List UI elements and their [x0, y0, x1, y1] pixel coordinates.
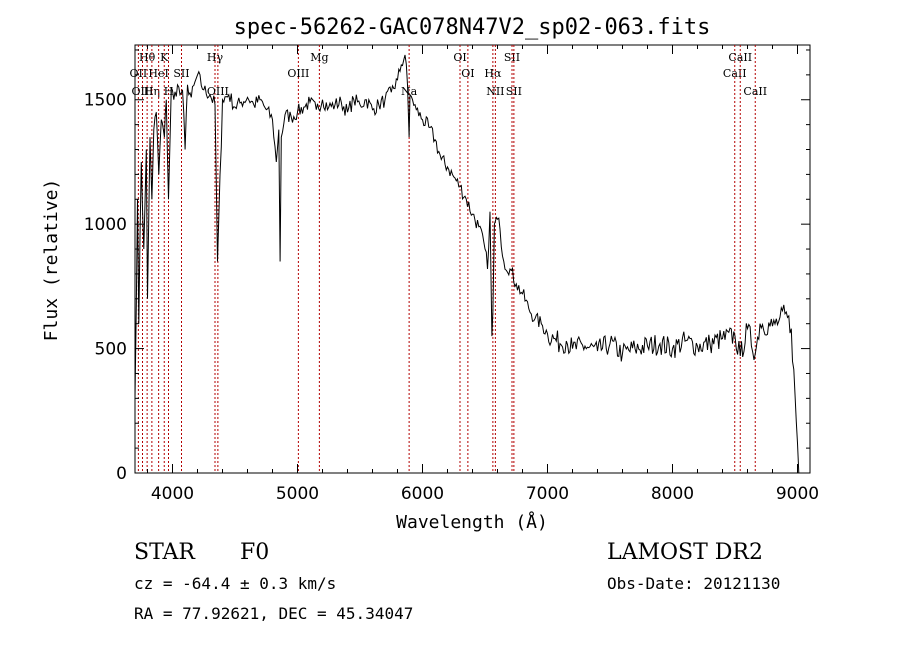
- y-tick-label: 0: [116, 464, 127, 484]
- line-label-15: Hα: [484, 67, 502, 80]
- line-label-21: CaII: [743, 85, 767, 98]
- x-axis-label: Wavelength (Å): [396, 511, 548, 533]
- observation-date: Obs-Date: 20121130: [607, 574, 781, 593]
- coordinates: RA = 77.92621, DEC = 45.34047: [134, 604, 414, 623]
- object-subclass: F0: [240, 540, 270, 565]
- x-tick-label: 8000: [651, 484, 694, 504]
- x-tick-label: 5000: [276, 484, 319, 504]
- line-label-12: Na: [401, 85, 418, 98]
- x-tick-label: 6000: [401, 484, 444, 504]
- line-label-3: Hη: [144, 85, 160, 98]
- line-label-10: OIII: [287, 67, 309, 80]
- line-label-8: Hγ: [207, 51, 224, 64]
- line-label-6: H: [164, 85, 174, 98]
- line-label-17: SII: [504, 51, 520, 64]
- line-label-7: SII: [173, 67, 189, 80]
- y-tick-label: 1500: [84, 91, 127, 111]
- line-label-2: OIII: [131, 85, 153, 98]
- axis-ticks: 4000 5000 6000 7000 8000 9000 0 500 1000 1500: [84, 45, 819, 504]
- line-label-5: K: [160, 51, 169, 64]
- line-label-1: OII: [130, 67, 148, 80]
- line-label-11: Mg: [310, 51, 328, 64]
- y-tick-label: 1000: [84, 215, 127, 235]
- object-type: STAR: [134, 540, 195, 565]
- line-label-9: OIII: [207, 85, 229, 98]
- line-label-0: Hθ: [139, 51, 156, 64]
- spectrum-chart: spec-56262-GAC078N47V2_sp02-063.fits Hθ O…: [41, 15, 819, 533]
- y-axis-label: Flux (relative): [41, 179, 62, 342]
- survey-name: LAMOST DR2: [607, 540, 763, 565]
- x-tick-label: 7000: [526, 484, 569, 504]
- line-label-13: OI: [453, 51, 466, 64]
- x-tick-label: 9000: [776, 484, 819, 504]
- line-label-18: SII: [506, 85, 522, 98]
- y-tick-label: 500: [95, 340, 127, 360]
- plot-frame: [134, 44, 811, 474]
- line-label-14: OI: [461, 67, 474, 80]
- line-label-4: HeI: [148, 67, 168, 80]
- line-label-20: CaII: [728, 51, 752, 64]
- chart-title: spec-56262-GAC078N47V2_sp02-063.fits: [234, 15, 711, 40]
- line-label-16: NII: [486, 85, 504, 98]
- line-label-19: CaII: [723, 67, 747, 80]
- spectrum-line: [134, 54, 800, 474]
- redshift-velocity: cz = -64.4 ± 0.3 km/s: [134, 574, 337, 593]
- x-tick-label: 4000: [151, 484, 194, 504]
